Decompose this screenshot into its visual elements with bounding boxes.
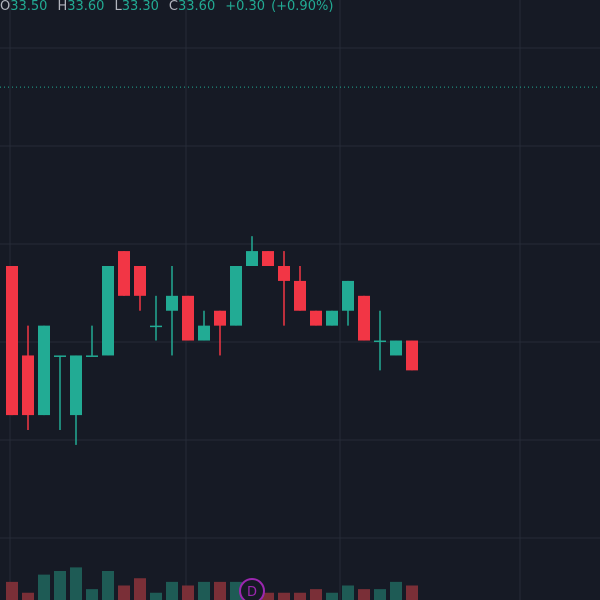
- volume-bar-16: [262, 592, 274, 600]
- volume-bar-24: [390, 581, 402, 600]
- candle-16: [262, 251, 274, 266]
- ohlc-legend: O 33.50 H 33.60 L 33.30 C 33.60 +0.30 (+0.90%…: [0, 0, 339, 16]
- volume-bar-13: [214, 581, 226, 600]
- volume-bar-10: [166, 581, 178, 600]
- volume-bar-22: [358, 589, 370, 600]
- event-marker-d[interactable]: D: [239, 578, 265, 600]
- volume-bar-18: [294, 592, 306, 600]
- low-value: 33.30: [121, 0, 159, 14]
- candle-body-24: [390, 340, 402, 356]
- candle-body-23: [374, 340, 386, 343]
- volume-bar-17: [278, 592, 290, 600]
- change-value: +0.30: [225, 0, 266, 14]
- candle-4: [70, 355, 82, 445]
- candle-12: [198, 310, 210, 341]
- volume-bar-8: [134, 578, 146, 600]
- candle-body-7: [118, 251, 130, 296]
- candle-23: [374, 310, 386, 371]
- candle-body-13: [214, 310, 226, 326]
- candle-19: [310, 310, 322, 326]
- candle-body-9: [150, 325, 162, 328]
- candles: [6, 236, 418, 445]
- event-markers[interactable]: DE: [239, 578, 600, 600]
- candle-9: [150, 295, 162, 341]
- volume-bar-4: [70, 567, 82, 600]
- candle-8: [134, 266, 146, 311]
- candle-17: [278, 251, 290, 326]
- candle-25: [406, 340, 418, 371]
- candle-body-25: [406, 340, 418, 371]
- candle-21: [342, 280, 354, 326]
- candle-body-10: [166, 295, 178, 311]
- candle-2: [38, 325, 50, 416]
- candle-body-0: [6, 266, 18, 416]
- candle-body-12: [198, 325, 210, 341]
- volume-bar-19: [310, 589, 322, 600]
- volume-bar-1: [22, 592, 34, 600]
- candle-7: [118, 251, 130, 296]
- candle-body-8: [134, 266, 146, 296]
- close-label: C: [168, 0, 178, 14]
- candle-body-11: [182, 295, 194, 341]
- change-percent: (+0.90%): [271, 0, 334, 14]
- open-value: 33.50: [10, 0, 48, 14]
- candle-24: [390, 340, 402, 356]
- low-label: L: [114, 0, 122, 14]
- volume-bar-6: [102, 571, 114, 600]
- candle-15: [246, 236, 258, 266]
- candle-body-14: [230, 266, 242, 326]
- open-label: O: [0, 0, 11, 14]
- candle-13: [214, 310, 226, 356]
- candle-18: [294, 266, 306, 311]
- candle-body-21: [342, 280, 354, 311]
- high-label: H: [57, 0, 68, 14]
- candle-6: [102, 266, 114, 356]
- candle-3: [54, 355, 66, 430]
- volume-bar-23: [374, 589, 386, 600]
- candle-1: [22, 325, 34, 430]
- candle-body-18: [294, 280, 306, 311]
- volume-bars: [6, 567, 418, 600]
- volume-bar-0: [6, 581, 18, 600]
- volume-bar-20: [326, 592, 338, 600]
- candle-0: [6, 266, 18, 416]
- candle-5: [86, 325, 98, 357]
- candle-body-4: [70, 355, 82, 416]
- high-value: 33.60: [67, 0, 105, 14]
- candle-body-2: [38, 325, 50, 416]
- candle-body-15: [246, 251, 258, 266]
- event-marker-label-0: D: [247, 585, 257, 600]
- volume-bar-7: [118, 585, 130, 600]
- volume-bar-11: [182, 585, 194, 600]
- volume-bar-21: [342, 585, 354, 600]
- candle-body-17: [278, 266, 290, 281]
- volume-bar-5: [86, 589, 98, 600]
- volume-bar-25: [406, 585, 418, 600]
- candle-22: [358, 295, 370, 341]
- volume-bar-12: [198, 581, 210, 600]
- candle-body-3: [54, 355, 66, 357]
- volume-bar-3: [54, 571, 66, 600]
- close-value: 33.60: [178, 0, 216, 14]
- candle-body-19: [310, 310, 322, 326]
- candle-11: [182, 295, 194, 341]
- candle-body-5: [86, 355, 98, 357]
- event-marker-circle-0: [239, 578, 265, 600]
- volume-bar-2: [38, 574, 50, 600]
- candle-10: [166, 266, 178, 356]
- candle-body-22: [358, 295, 370, 341]
- volume-bar-14: [230, 581, 242, 600]
- candle-body-1: [22, 355, 34, 416]
- volume-bar-9: [150, 592, 162, 600]
- candle-14: [230, 266, 242, 326]
- candle-body-20: [326, 310, 338, 326]
- candle-20: [326, 310, 338, 326]
- candle-body-16: [262, 251, 274, 266]
- candle-body-6: [102, 266, 114, 356]
